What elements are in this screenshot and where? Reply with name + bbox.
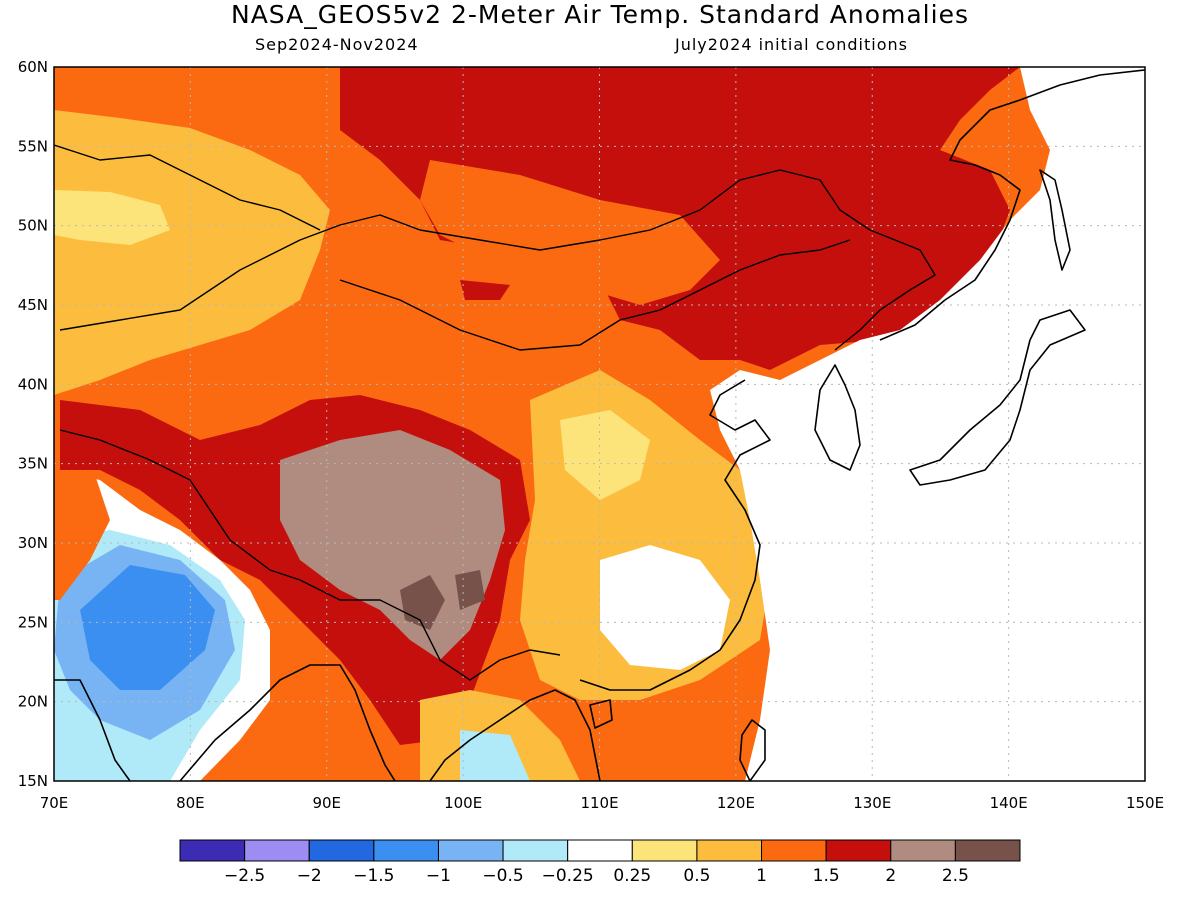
colorbar-bin bbox=[825, 839, 892, 862]
colorbar-label: −0.5 bbox=[482, 866, 523, 886]
lat-tick-label: 40N bbox=[18, 375, 48, 393]
neutral-sea-areas bbox=[710, 67, 1145, 781]
coastline-hainan bbox=[589, 699, 613, 729]
colorbar-label: −2 bbox=[297, 866, 322, 886]
coastline-russia-east bbox=[879, 69, 1145, 341]
country-borders bbox=[54, 144, 936, 681]
colorbar-bin bbox=[631, 839, 698, 862]
lon-tick-label: 90E bbox=[312, 794, 341, 812]
colorbar-label: 1.5 bbox=[813, 866, 840, 886]
colorbar-bin bbox=[244, 839, 310, 862]
lat-tick-label: 20N bbox=[18, 693, 48, 711]
initial-conditions: July2024 initial conditions bbox=[675, 35, 908, 54]
coastline-indochina bbox=[429, 689, 601, 781]
lon-tick-label: 100E bbox=[444, 794, 482, 812]
anomaly-field-west-mild bbox=[54, 110, 330, 395]
lon-tick-label: 120E bbox=[717, 794, 755, 812]
colorbar-label: 2.5 bbox=[942, 866, 969, 886]
anomaly-field-west-light bbox=[54, 190, 170, 245]
anomaly-field-indochina-cool bbox=[460, 730, 530, 781]
lon-tick-label: 80E bbox=[176, 794, 205, 812]
colorbar-bin bbox=[954, 839, 1021, 862]
border-china-north bbox=[59, 169, 936, 351]
lat-tick-label: 50N bbox=[18, 217, 48, 235]
colorbar-label: 0.5 bbox=[683, 866, 710, 886]
chart-title: NASA_GEOS5v2 2-Meter Air Temp. Standard … bbox=[231, 0, 969, 29]
colorbar-bin bbox=[696, 839, 763, 862]
coastline-bay-of-bengal bbox=[179, 664, 396, 781]
map-frame bbox=[53, 66, 1146, 782]
border-china-southwest bbox=[59, 429, 561, 681]
lat-tick-label: 60N bbox=[18, 58, 48, 76]
anomaly-field-india-northwest-warm bbox=[54, 470, 110, 600]
anomaly-field-south-china-neutral bbox=[600, 545, 730, 670]
forecast-period: Sep2024-Nov2024 bbox=[255, 35, 419, 54]
colorbar-label: 2 bbox=[885, 866, 896, 886]
coastlines bbox=[54, 69, 1145, 781]
anomaly-field-plateau-max-2 bbox=[455, 570, 485, 610]
border-mongolia bbox=[339, 239, 851, 351]
lon-tick-label: 70E bbox=[40, 794, 69, 812]
colorbar-bin bbox=[502, 839, 569, 862]
colorbar-bin bbox=[567, 839, 633, 862]
lat-tick-label: 35N bbox=[18, 455, 48, 473]
longitude-labels: 70E 80E 90E 100E 110E 120E 130E 140E 150E bbox=[40, 794, 1164, 812]
coastline-china-east bbox=[579, 379, 771, 691]
colorbar-label: −1.5 bbox=[353, 866, 394, 886]
colorbar-bin bbox=[437, 839, 504, 862]
colorbar-label: −1 bbox=[426, 866, 451, 886]
colorbar-bin bbox=[761, 839, 827, 862]
latitude-labels: 60N 55N 50N 45N 40N 35N 30N 25N 20N 15N bbox=[18, 58, 48, 790]
lon-tick-label: 140E bbox=[990, 794, 1028, 812]
colorbar-bin bbox=[890, 839, 956, 862]
lat-tick-label: 15N bbox=[18, 772, 48, 790]
lat-tick-label: 55N bbox=[18, 137, 48, 155]
colorbar-label: −0.25 bbox=[542, 866, 594, 886]
coastline-taiwan bbox=[739, 719, 766, 781]
anomaly-field-plateau-extreme bbox=[280, 430, 505, 660]
lon-tick-label: 110E bbox=[580, 794, 618, 812]
colorbar-label: 0.25 bbox=[613, 866, 651, 886]
coastline-korea bbox=[814, 364, 861, 471]
colorbar-bin bbox=[179, 839, 246, 862]
colorbar-label: 1 bbox=[756, 866, 767, 886]
neutral-sea-east bbox=[710, 67, 1145, 781]
coastline-sakhalin bbox=[1039, 169, 1071, 271]
gridlines bbox=[54, 67, 1145, 781]
anomaly-field-mongolia-strong bbox=[460, 280, 510, 300]
lon-tick-label: 130E bbox=[853, 794, 891, 812]
colorbar-bin bbox=[373, 839, 439, 862]
colorbar bbox=[179, 839, 1021, 862]
coastline-india bbox=[54, 679, 131, 781]
coastline-japan bbox=[909, 309, 1086, 486]
lat-tick-label: 30N bbox=[18, 534, 48, 552]
colorbar-label: −2.5 bbox=[224, 866, 265, 886]
lat-tick-label: 25N bbox=[18, 613, 48, 631]
anomaly-field-india-cool bbox=[80, 565, 215, 690]
colorbar-labels: −2.5 −2 −1.5 −1 −0.5 −0.25 0.25 0.5 1 1.5 2 2.5 bbox=[224, 866, 969, 886]
colorbar-bin bbox=[308, 839, 375, 862]
anomaly-field-north-inner-warm bbox=[420, 160, 720, 305]
anomaly-field-east-light bbox=[560, 410, 650, 500]
lat-tick-label: 45N bbox=[18, 296, 48, 314]
lon-tick-label: 150E bbox=[1126, 794, 1164, 812]
border-kazakhstan bbox=[54, 144, 321, 231]
